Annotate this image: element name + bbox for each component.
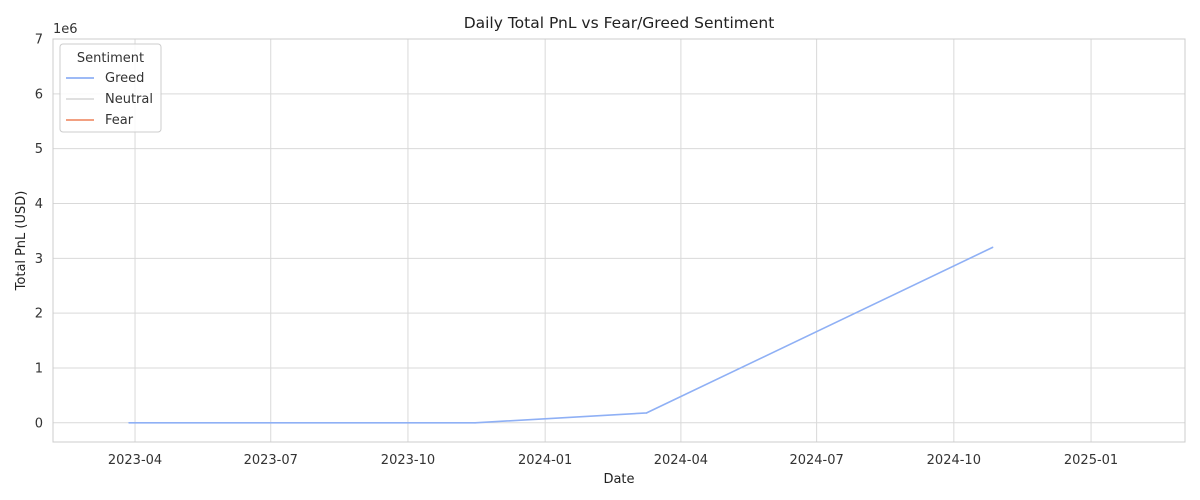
legend-entry-fear: Fear <box>66 113 134 128</box>
legend: Sentiment Greed Neutral Fear <box>59 43 162 133</box>
data-point <box>991 246 994 249</box>
legend-entry-greed: Greed <box>66 71 144 86</box>
x-tick-label: 2023-10 <box>381 453 435 468</box>
x-tick-label: 2023-04 <box>108 453 162 468</box>
legend-box <box>59 43 162 133</box>
data-point <box>128 422 130 424</box>
legend-label: Fear <box>105 113 134 128</box>
y-axis-label: Total PnL (USD) <box>14 191 29 292</box>
y-tick-label: 5 <box>35 142 43 157</box>
legend-label: Neutral <box>105 92 153 107</box>
y-tick-label: 4 <box>35 197 43 212</box>
series-line-greed <box>129 246 993 424</box>
x-tick-label: 2024-10 <box>927 453 981 468</box>
x-tick-label: 2024-04 <box>654 453 708 468</box>
data-point <box>474 422 476 424</box>
y-tick-label: 7 <box>35 33 43 48</box>
y-tick-label: 0 <box>35 416 43 431</box>
x-tick-label: 2024-01 <box>518 453 572 468</box>
chart-title: Daily Total PnL vs Fear/Greed Sentiment <box>464 14 775 32</box>
tick-labels: 2023-04 2023-07 2023-10 2024-01 2024-04 2024-… <box>35 33 1118 469</box>
y-tick-label: 2 <box>35 307 43 322</box>
series-layer <box>128 246 994 424</box>
y-tick-label: 3 <box>35 252 43 267</box>
x-axis-label: Date <box>603 472 634 487</box>
y-tick-label: 6 <box>35 87 43 102</box>
legend-title: Sentiment <box>77 51 144 66</box>
x-tick-label: 2025-01 <box>1064 453 1118 468</box>
x-tick-label: 2023-07 <box>244 453 298 468</box>
legend-entries: Greed Neutral Fear <box>66 71 153 128</box>
y-tick-label: 1 <box>35 361 43 376</box>
legend-entry-neutral: Neutral <box>66 92 153 107</box>
data-point <box>645 412 648 414</box>
grid <box>53 38 1185 442</box>
legend-label: Greed <box>105 71 144 86</box>
y-offset-text: 1e6 <box>53 22 78 37</box>
x-tick-label: 2024-07 <box>789 453 843 468</box>
plot-frame <box>52 38 1186 443</box>
